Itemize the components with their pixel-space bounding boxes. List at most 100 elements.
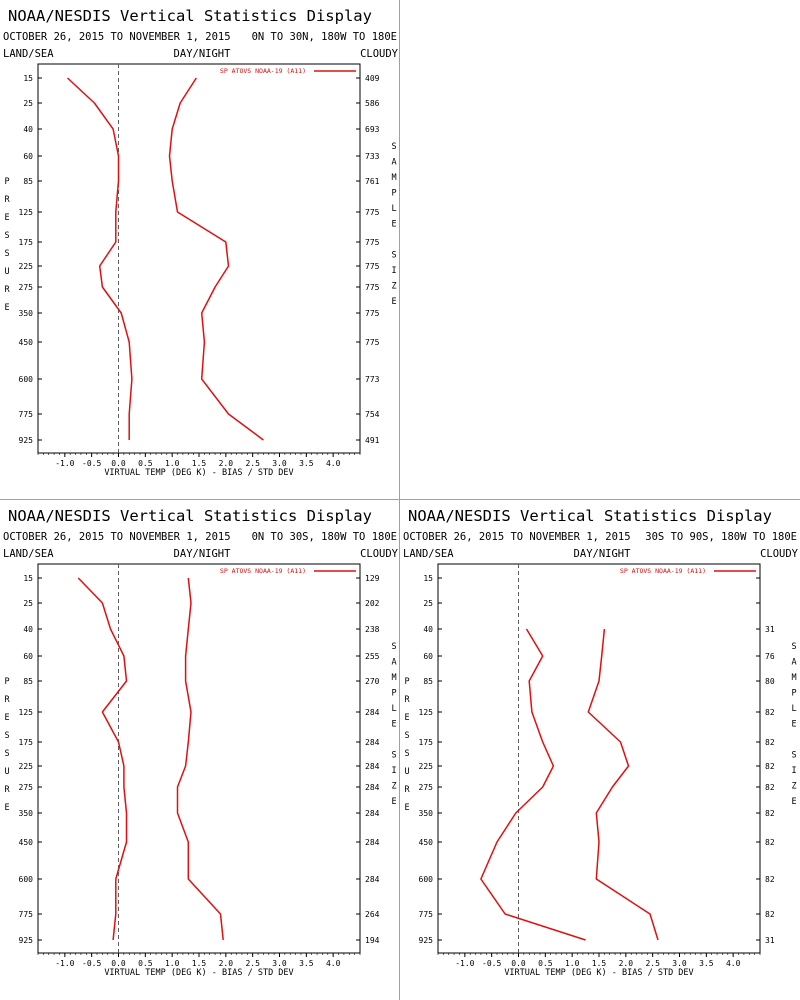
plot-frame [37, 63, 361, 454]
pressure-level-label: 925 [19, 936, 34, 945]
x-tick-label: 0.0 [111, 459, 126, 468]
sample-size-value: 82 [765, 762, 775, 771]
x-tick-label: 1.5 [192, 959, 207, 968]
sample-size-value: 409 [365, 74, 380, 83]
sample-size-axis-letter: Z [391, 782, 396, 792]
sample-size-value: 129 [365, 574, 380, 583]
x-tick-label: 2.5 [245, 959, 260, 968]
sample-size-value: 586 [365, 99, 380, 108]
region-label: 0N TO 30S, 180W TO 180E [252, 531, 397, 543]
pressure-level-label: 275 [19, 283, 34, 292]
date-range: OCTOBER 26, 2015 TO NOVEMBER 1, 2015 [3, 31, 231, 43]
x-tick-label: -1.0 [55, 959, 74, 968]
vertical-divider [399, 0, 400, 1000]
pressure-level-label: 60 [423, 652, 433, 661]
x-tick-label: 0.5 [138, 959, 153, 968]
stats-panel-30s-90s: NOAA/NESDIS Vertical Statistics Display … [400, 500, 800, 1000]
x-tick-label: 1.0 [165, 459, 180, 468]
x-axis-label: VIRTUAL TEMP (DEG K) - BIAS / STD DEV [504, 968, 693, 978]
pressure-level-label: 450 [419, 838, 434, 847]
pressure-axis-letter: U [4, 267, 9, 277]
pressure-level-label: 350 [19, 809, 34, 818]
pressure-level-label: 175 [419, 738, 434, 747]
pressure-level-label: 350 [19, 309, 34, 318]
pressure-level-label: 85 [423, 677, 433, 686]
legend-label: SP ATOVS NOAA-19 (A11) [220, 67, 306, 75]
sample-size-value: 693 [365, 125, 380, 134]
x-tick-label: 2.0 [619, 959, 634, 968]
sample-size-value: 238 [365, 625, 380, 634]
x-tick-label: -0.5 [82, 959, 101, 968]
x-tick-label: 4.0 [726, 959, 741, 968]
x-tick-label: 3.5 [299, 959, 314, 968]
pressure-level-label: 25 [23, 599, 33, 608]
sample-size-value: 82 [765, 738, 775, 747]
pressure-level-label: 225 [19, 262, 34, 271]
legend-label: SP ATOVS NOAA-19 (A11) [220, 567, 306, 575]
x-tick-label: -1.0 [55, 459, 74, 468]
pressure-axis-letter: P [404, 677, 409, 687]
legend-label: SP ATOVS NOAA-19 (A11) [620, 567, 706, 575]
sample-size-axis-letter: L [391, 704, 396, 714]
sample-size-axis-letter: S [391, 142, 396, 152]
pressure-level-label: 25 [423, 599, 433, 608]
pressure-axis-letter: E [4, 713, 9, 723]
pressure-axis-letter: R [404, 695, 410, 705]
pressure-axis-letter: R [4, 285, 10, 295]
sample-size-axis-letter: P [391, 189, 396, 199]
plot-area: -1.0 -0.5 0.0 0.5 1.0 1.5 2.0 2.5 3.0 3.5 4.0 VIRTU… [4, 563, 397, 978]
pressure-level-label: 175 [19, 238, 34, 247]
sample-size-value: 284 [365, 875, 380, 884]
pressure-level-label: 925 [19, 436, 34, 445]
land-sea-label: LAND/SEA [403, 548, 454, 560]
pressure-level-label: 225 [419, 762, 434, 771]
sample-size-value: 775 [365, 309, 380, 318]
sample-size-value: 761 [365, 177, 380, 186]
series-line-std-dev [176, 577, 224, 941]
pressure-level-label: 450 [19, 338, 34, 347]
pressure-level-label: 85 [23, 677, 33, 686]
series-line-std-dev [587, 628, 659, 941]
x-tick-label: 3.0 [272, 959, 287, 968]
sample-size-axis-letter: M [391, 673, 396, 683]
sample-size-value: 284 [365, 738, 380, 747]
stats-panel-0n-30s: NOAA/NESDIS Vertical Statistics Display … [0, 500, 400, 1000]
sample-size-axis-letter: P [791, 689, 796, 699]
sample-size-axis-letter: S [391, 642, 396, 652]
pressure-axis-letter: S [4, 749, 9, 759]
sample-size-value: 255 [365, 652, 380, 661]
sample-size-value: 82 [765, 809, 775, 818]
pressure-level-label: 60 [23, 652, 33, 661]
series-line-bias [66, 77, 133, 440]
sample-size-value: 82 [765, 708, 775, 717]
pressure-level-label: 15 [23, 74, 33, 83]
sample-size-axis-letter: Z [791, 782, 796, 792]
sample-size-value: 775 [365, 238, 380, 247]
pressure-level-label: 175 [19, 738, 34, 747]
sample-size-axis-letter: M [391, 173, 396, 183]
x-tick-label: 1.5 [592, 959, 607, 968]
pressure-level-label: 15 [423, 574, 433, 583]
pressure-axis-letter: R [4, 195, 10, 205]
series-line-std-dev [168, 77, 264, 441]
sample-size-value: 82 [765, 910, 775, 919]
sample-size-value: 491 [365, 436, 380, 445]
sample-size-value: 773 [365, 375, 380, 384]
pressure-level-label: 60 [23, 152, 33, 161]
pressure-level-label: 40 [23, 125, 33, 134]
plot-frame [437, 563, 761, 954]
x-tick-label: 3.5 [299, 459, 314, 468]
pressure-axis-letter: S [4, 731, 9, 741]
x-tick-label: 3.0 [272, 459, 287, 468]
x-axis-label: VIRTUAL TEMP (DEG K) - BIAS / STD DEV [104, 468, 293, 478]
sample-size-value: 775 [365, 338, 380, 347]
sample-size-value: 284 [365, 838, 380, 847]
pressure-level-label: 350 [419, 809, 434, 818]
pressure-level-label: 600 [19, 875, 34, 884]
x-tick-label: 1.0 [165, 959, 180, 968]
sample-size-axis-letter: E [791, 720, 796, 730]
region-label: 0N TO 30N, 180W TO 180E [252, 31, 397, 43]
sample-size-value: 76 [765, 652, 775, 661]
pressure-level-label: 40 [423, 625, 433, 634]
panel-svg: NOAA/NESDIS Vertical Statistics Display … [403, 507, 799, 978]
